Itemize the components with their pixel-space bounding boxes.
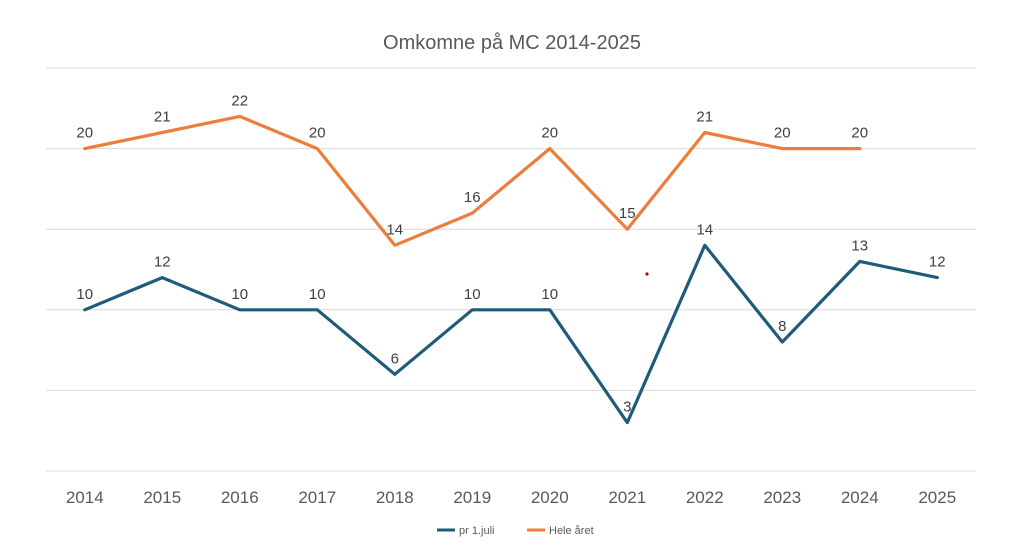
x-tick-label: 2017 (298, 488, 336, 507)
data-label: 20 (774, 125, 791, 142)
data-label: 20 (309, 125, 326, 142)
data-label: 6 (391, 350, 399, 367)
data-label: 14 (696, 221, 713, 238)
data-label: 10 (541, 286, 558, 303)
data-label: 10 (309, 286, 326, 303)
series-line-0 (83, 243, 939, 425)
stray-mark (645, 272, 649, 276)
data-label: 20 (76, 125, 93, 142)
data-label: 12 (929, 254, 946, 271)
data-label: 21 (696, 108, 713, 125)
chart-title: Omkomne på MC 2014-2025 (383, 32, 641, 54)
x-tick-label: 2016 (221, 488, 259, 507)
legend-label: pr 1.juli (459, 525, 494, 537)
data-label: 16 (464, 189, 481, 206)
data-label: 10 (231, 286, 248, 303)
data-label: 3 (623, 399, 631, 416)
x-tick-label: 2025 (918, 488, 956, 507)
series-lines (83, 114, 939, 425)
data-label: 15 (619, 205, 636, 222)
x-tick-label: 2024 (841, 488, 879, 507)
data-label: 13 (851, 237, 868, 254)
x-tick-label: 2019 (453, 488, 491, 507)
data-label: 21 (154, 108, 171, 125)
x-tick-label: 2021 (608, 488, 646, 507)
x-tick-label: 2022 (686, 488, 724, 507)
data-labels: 10 12 10 10 6 10 10 3 14 8 13 12 20 21 22 20 14 16 20 15 21 2… (76, 92, 945, 415)
x-tick-label: 2015 (143, 488, 181, 507)
data-label: 20 (851, 125, 868, 142)
series-line-1 (83, 114, 862, 247)
legend: pr 1.juli Hele året (437, 525, 594, 537)
data-label: 12 (154, 254, 171, 271)
data-label: 10 (464, 286, 481, 303)
data-label: 20 (541, 125, 558, 142)
x-tick-label: 2023 (763, 488, 801, 507)
data-label: 22 (231, 92, 248, 109)
legend-label: Hele året (549, 525, 594, 537)
data-label: 14 (386, 221, 403, 238)
data-label: 8 (778, 318, 786, 335)
x-tick-label: 2014 (66, 488, 104, 507)
x-tick-label: 2018 (376, 488, 414, 507)
data-label: 10 (76, 286, 93, 303)
x-tick-label: 2020 (531, 488, 569, 507)
x-axis-ticks: 2014 2015 2016 2017 2018 2019 2020 2021 2022 2023… (66, 488, 956, 507)
